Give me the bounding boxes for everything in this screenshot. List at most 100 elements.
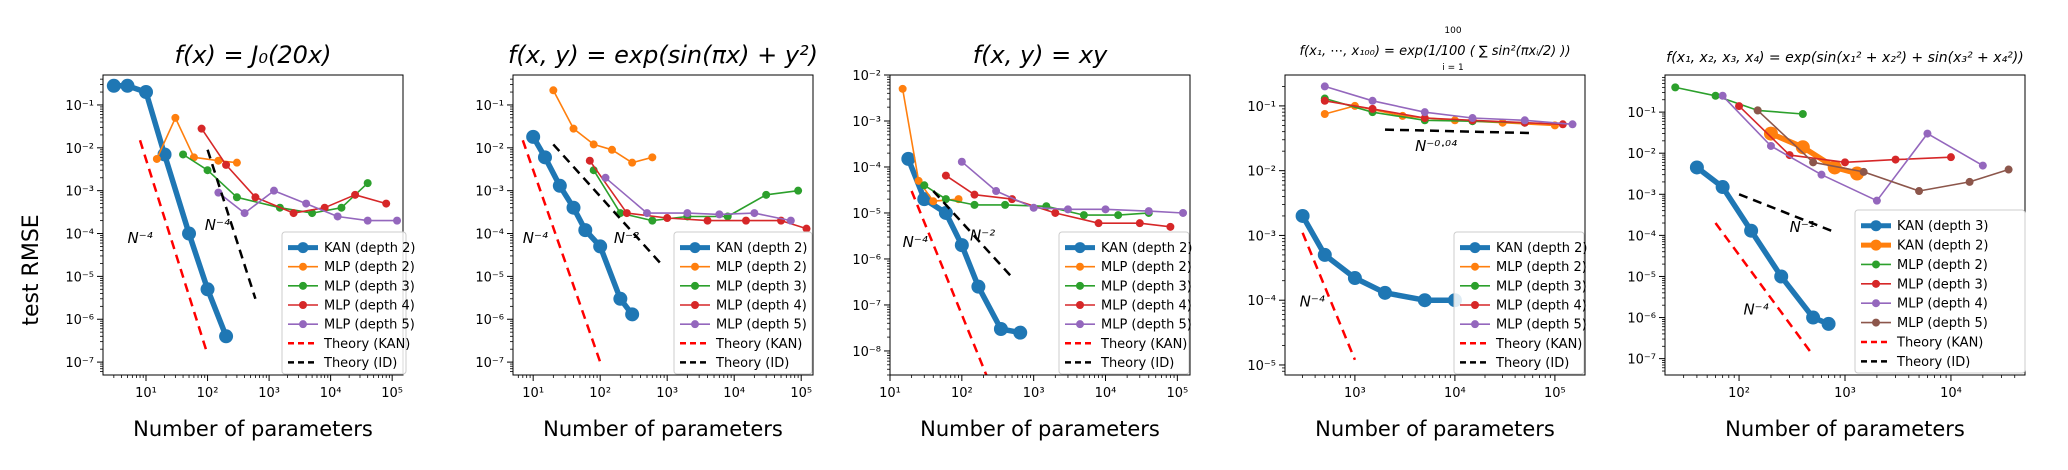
data-point [1029, 203, 1038, 212]
x-axis-label: Number of parameters [1725, 417, 1965, 441]
chart-panel-1: 10⁻⁷ 10⁻⁶ 10⁻⁵ 10⁻⁴ 10⁻³ 10⁻² 10⁻¹ 10¹ 10² 10³ 10⁴… [65, 41, 415, 441]
y-tick-label: 10⁻⁴ [475, 228, 504, 243]
x-tick-label: 10³ [258, 386, 280, 401]
legend-label: MLP (depth 2) [716, 260, 807, 275]
x-tick-label: 10⁴ [1940, 386, 1962, 401]
y-tick-label: 10⁻⁷ [65, 356, 94, 371]
y-tick-label: 10⁻¹ [1247, 100, 1276, 115]
data-point [1468, 114, 1477, 123]
x-tick-label: 10¹ [135, 386, 157, 401]
legend-marker [1872, 299, 1880, 308]
x-tick-label: 10⁴ [723, 386, 745, 401]
x-tick-label: 10⁴ [320, 386, 342, 401]
data-point [1179, 208, 1188, 217]
sum-upper-limit: 100 [1444, 26, 1461, 36]
plot-frame [102, 74, 404, 376]
data-point [1718, 91, 1727, 100]
legend-marker [691, 320, 699, 329]
y-tick-label: 10⁻³ [1247, 229, 1276, 244]
legend-marker [1076, 262, 1084, 271]
data-point [643, 209, 652, 218]
legend-marker [1471, 301, 1479, 309]
data-point [578, 223, 593, 238]
x-axis-label: Number of parameters [543, 417, 783, 441]
data-point [1520, 116, 1529, 125]
legend: KAN (depth 3) KAN (depth 2) MLP (depth 2) M… [1854, 209, 2026, 374]
data-point [1135, 219, 1144, 228]
data-point [1317, 247, 1332, 262]
series-group [521, 86, 811, 363]
legend-marker [1872, 279, 1880, 288]
data-point [363, 216, 372, 225]
annotation-label: N⁻¹ [1790, 218, 1815, 236]
x-tick-label: 10⁴ [1444, 386, 1466, 401]
legend-label: MLP (depth 4) [1101, 299, 1192, 314]
data-point [289, 209, 298, 218]
data-point [337, 203, 346, 212]
data-point [929, 197, 938, 206]
data-point [1320, 96, 1329, 105]
data-point [971, 279, 986, 294]
y-axis-label: test RMSE [19, 214, 44, 325]
y-tick-label: 10⁻² [852, 69, 881, 84]
y-tick-label: 10⁻⁶ [852, 253, 881, 268]
series-line [1714, 222, 1815, 357]
data-point [1013, 325, 1028, 340]
legend-label: MLP (depth 2) [1897, 258, 1988, 273]
data-point [1368, 96, 1377, 105]
data-point [589, 140, 598, 149]
legend-marker [689, 242, 701, 254]
data-point [1051, 208, 1060, 217]
series-group [106, 78, 402, 355]
chart-title: f(x) = J₀(20x) [175, 41, 332, 69]
data-point [1715, 180, 1730, 195]
data-point [1001, 200, 1010, 209]
legend-box [1854, 209, 2026, 374]
data-point [1101, 205, 1110, 214]
series-group [1671, 83, 2013, 357]
data-point [1795, 140, 1810, 155]
data-point [182, 226, 197, 241]
series-line [910, 190, 988, 375]
data-point [1978, 161, 1987, 170]
data-point [219, 329, 234, 344]
chart-panel-3: 10⁻⁸ 10⁻⁷ 10⁻⁶ 10⁻⁵ 10⁻⁴ 10⁻³ 10⁻² 10¹ 10² 10³ 10⁴… [852, 41, 1192, 441]
legend-marker [691, 262, 699, 271]
legend-label: MLP (depth 2) [1101, 260, 1192, 275]
legend-marker [691, 301, 699, 309]
data-point [232, 158, 241, 167]
data-point [917, 192, 932, 207]
data-point [232, 193, 241, 202]
data-point [957, 157, 966, 166]
legend-label: MLP (depth 5) [716, 318, 807, 333]
series-line [901, 88, 960, 202]
data-point [1114, 211, 1123, 220]
legend-label: MLP (depth 4) [324, 299, 415, 314]
data-point [683, 209, 692, 218]
data-point [914, 176, 923, 185]
data-point [1711, 91, 1720, 100]
data-point [1872, 196, 1881, 205]
data-point [1320, 82, 1329, 91]
series-line [552, 143, 662, 265]
data-point [1079, 211, 1088, 220]
legend: KAN (depth 2) MLP (depth 2) MLP (depth 3) M… [673, 231, 813, 375]
plot-frame [512, 74, 814, 376]
series-line [138, 139, 209, 355]
y-tick-label: 10⁻⁷ [475, 356, 504, 371]
data-point [970, 190, 979, 199]
series-line [1324, 85, 1574, 126]
x-axis-label: Number of parameters [133, 417, 373, 441]
legend-label: Theory (KAN) [1896, 335, 1983, 350]
data-point [954, 238, 969, 253]
legend-label: MLP (depth 2) [324, 260, 415, 275]
data-point [1763, 126, 1778, 141]
legend-marker [1076, 281, 1084, 290]
y-tick-label: 10⁻³ [1627, 188, 1656, 203]
data-point [526, 129, 541, 144]
legend-marker [299, 320, 307, 329]
series-line [552, 89, 654, 164]
series-line [1756, 109, 2010, 192]
legend-label: Theory (KAN) [715, 337, 802, 352]
